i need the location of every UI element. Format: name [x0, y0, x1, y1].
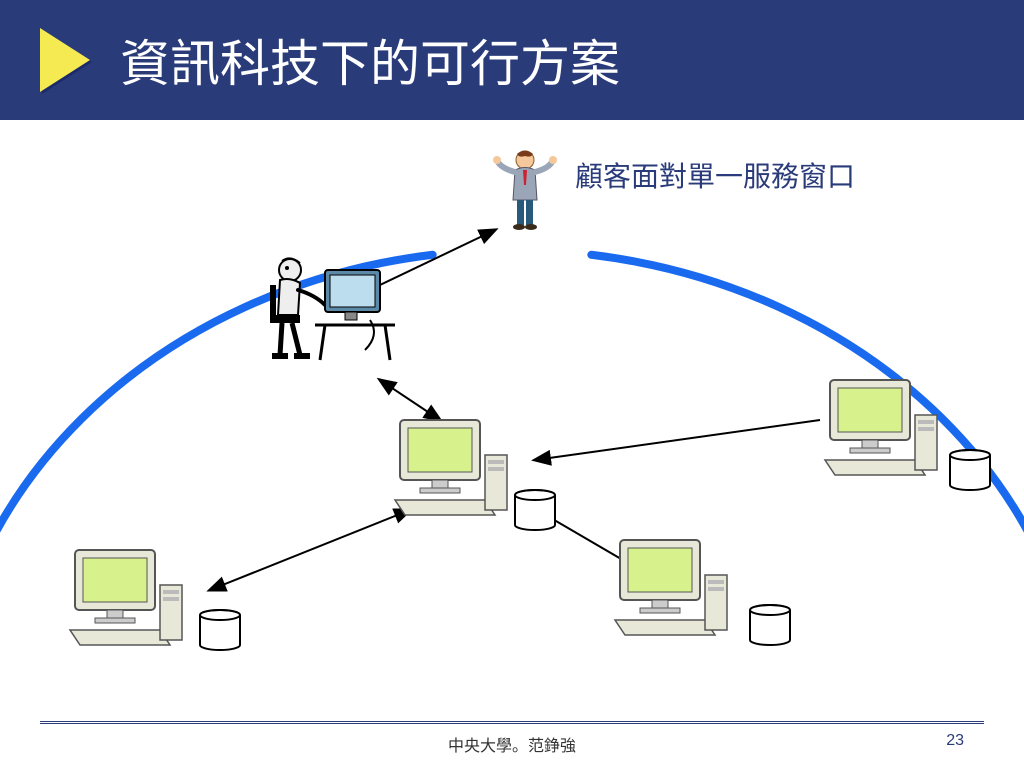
slide-footer: 中央大學。范錚強 23 — [0, 721, 1024, 756]
operator-icon — [270, 258, 395, 360]
customer-icon — [493, 151, 557, 231]
footer-divider — [40, 721, 984, 724]
slide-title: 資訊科技下的可行方案 — [120, 24, 620, 96]
databases — [200, 450, 990, 650]
page-number: 23 — [946, 732, 964, 750]
computers — [70, 380, 937, 645]
bullet-icon — [40, 28, 90, 92]
diagram-canvas — [0, 120, 1024, 710]
slide-header: 資訊科技下的可行方案 — [0, 0, 1024, 120]
footer-credit: 中央大學。范錚強 — [448, 738, 576, 755]
